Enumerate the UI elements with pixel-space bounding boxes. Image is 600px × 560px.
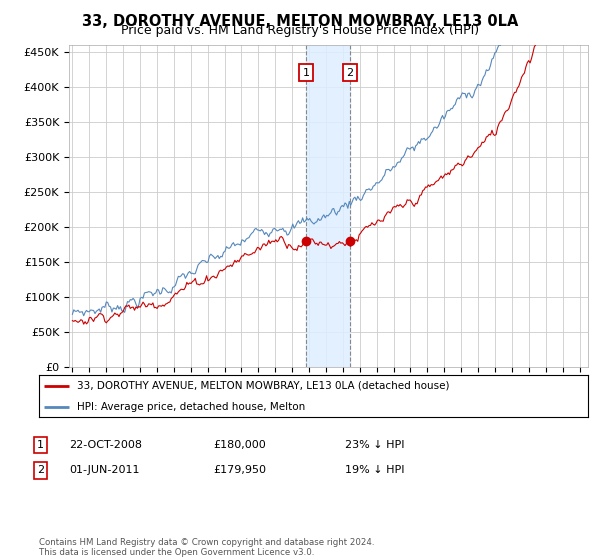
- Text: £180,000: £180,000: [213, 440, 266, 450]
- Text: 23% ↓ HPI: 23% ↓ HPI: [345, 440, 404, 450]
- Text: 2: 2: [37, 465, 44, 475]
- Text: Price paid vs. HM Land Registry's House Price Index (HPI): Price paid vs. HM Land Registry's House …: [121, 24, 479, 37]
- Text: Contains HM Land Registry data © Crown copyright and database right 2024.
This d: Contains HM Land Registry data © Crown c…: [39, 538, 374, 557]
- Text: 22-OCT-2008: 22-OCT-2008: [69, 440, 142, 450]
- Text: 1: 1: [302, 68, 310, 78]
- Text: 1: 1: [37, 440, 44, 450]
- Text: HPI: Average price, detached house, Melton: HPI: Average price, detached house, Melt…: [77, 402, 305, 412]
- Text: 01-JUN-2011: 01-JUN-2011: [69, 465, 139, 475]
- Text: £179,950: £179,950: [213, 465, 266, 475]
- Text: 33, DOROTHY AVENUE, MELTON MOWBRAY, LE13 0LA (detached house): 33, DOROTHY AVENUE, MELTON MOWBRAY, LE13…: [77, 381, 450, 391]
- Text: 33, DOROTHY AVENUE, MELTON MOWBRAY, LE13 0LA: 33, DOROTHY AVENUE, MELTON MOWBRAY, LE13…: [82, 14, 518, 29]
- Text: 19% ↓ HPI: 19% ↓ HPI: [345, 465, 404, 475]
- Bar: [306, 45, 350, 367]
- Text: 2: 2: [346, 68, 353, 78]
